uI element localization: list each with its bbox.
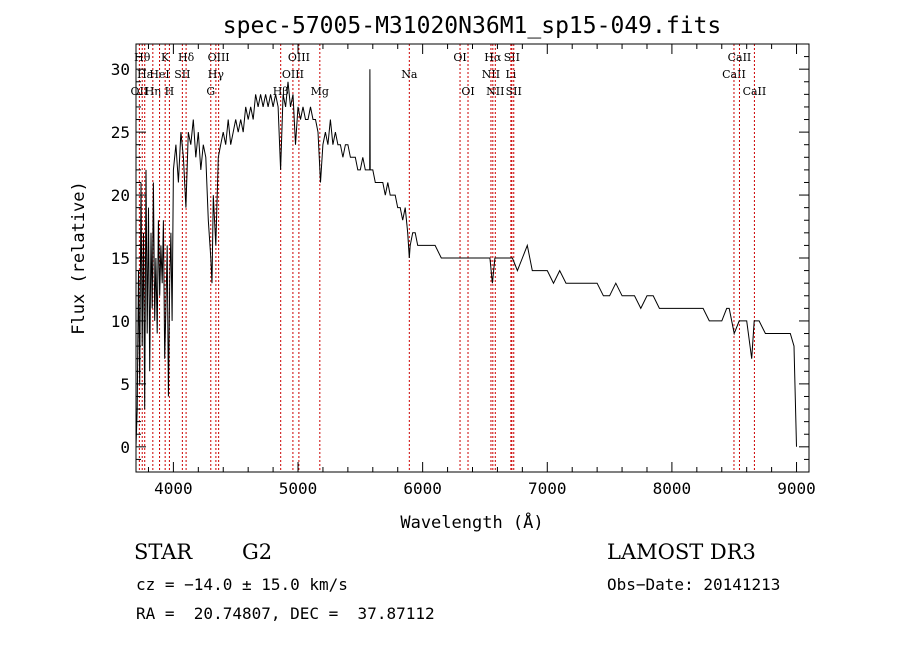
y-tick-label-5: 5 — [120, 375, 130, 394]
x-tick-label-6000: 6000 — [403, 479, 442, 498]
y-axis-label: Flux (relative) — [69, 181, 89, 335]
marker-label-10: Hγ — [208, 68, 225, 81]
subclass: G2 — [242, 540, 273, 564]
x-tick-label-4000: 4000 — [154, 479, 193, 498]
marker-label-27: CaII — [743, 85, 767, 98]
marker-label-8: Hδ — [178, 51, 195, 64]
marker-label-19: NII — [482, 68, 500, 81]
x-axis-ticks: 4000 5000 6000 7000 8000 9000 — [147, 44, 816, 498]
marker-label-25: CaII — [722, 68, 746, 81]
marker-label-15: Mg — [311, 85, 329, 98]
y-tick-label-15: 15 — [111, 249, 130, 268]
chart-title: spec-57005-M31020N36M1_sp15-049.fits — [223, 13, 722, 39]
marker-label-2: Hε — [137, 68, 153, 81]
y-tick-label-20: 20 — [111, 186, 130, 205]
marker-label-11: OIII — [208, 51, 230, 64]
x-axis-label: Wavelength (Å) — [400, 511, 543, 533]
marker-label-1: Hθ — [134, 51, 151, 64]
marker-label-14: OIII — [288, 51, 310, 64]
observation-date: Obs−Date: 20141213 — [607, 575, 781, 594]
marker-label-6: H — [165, 85, 175, 98]
marker-label-22: Li — [505, 68, 516, 81]
marker-label-23: SII — [504, 51, 520, 64]
y-tick-label-30: 30 — [111, 60, 130, 79]
flux-series-line — [135, 69, 797, 447]
marker-label-9: G — [206, 85, 215, 98]
marker-label-3: Hη — [145, 85, 161, 98]
marker-label-16: Na — [401, 68, 418, 81]
y-tick-label-25: 25 — [111, 123, 130, 142]
y-tick-label-0: 0 — [120, 438, 130, 457]
marker-label-21: NII — [486, 85, 504, 98]
marker-label-13: OIII — [282, 68, 304, 81]
marker-label-12: Hβ — [273, 85, 289, 98]
marker-label-26: CaII — [728, 51, 752, 64]
marker-label-18: OI — [461, 85, 474, 98]
marker-label-24: SII — [506, 85, 522, 98]
marker-label-7: SII — [174, 68, 190, 81]
object-class: STAR — [134, 540, 193, 564]
redshift-cz: cz = −14.0 ± 15.0 km/s — [136, 575, 348, 594]
x-tick-label-5000: 5000 — [279, 479, 318, 498]
marker-label-0: OII — [131, 85, 149, 98]
marker-label-5: K — [161, 51, 170, 64]
y-tick-label-10: 10 — [111, 312, 130, 331]
x-tick-label-7000: 7000 — [528, 479, 567, 498]
marker-label-17: OI — [453, 51, 466, 64]
survey-name: LAMOST DR3 — [607, 540, 756, 564]
sky-coordinates: RA = 20.74807, DEC = 37.87112 — [136, 604, 435, 623]
marker-label-20: Hα — [484, 51, 502, 64]
marker-label-4: HeI — [149, 68, 169, 81]
y-axis-ticks: 0 5 10 15 20 25 30 — [111, 56, 809, 460]
x-tick-label-9000: 9000 — [777, 479, 816, 498]
x-tick-label-8000: 8000 — [653, 479, 692, 498]
